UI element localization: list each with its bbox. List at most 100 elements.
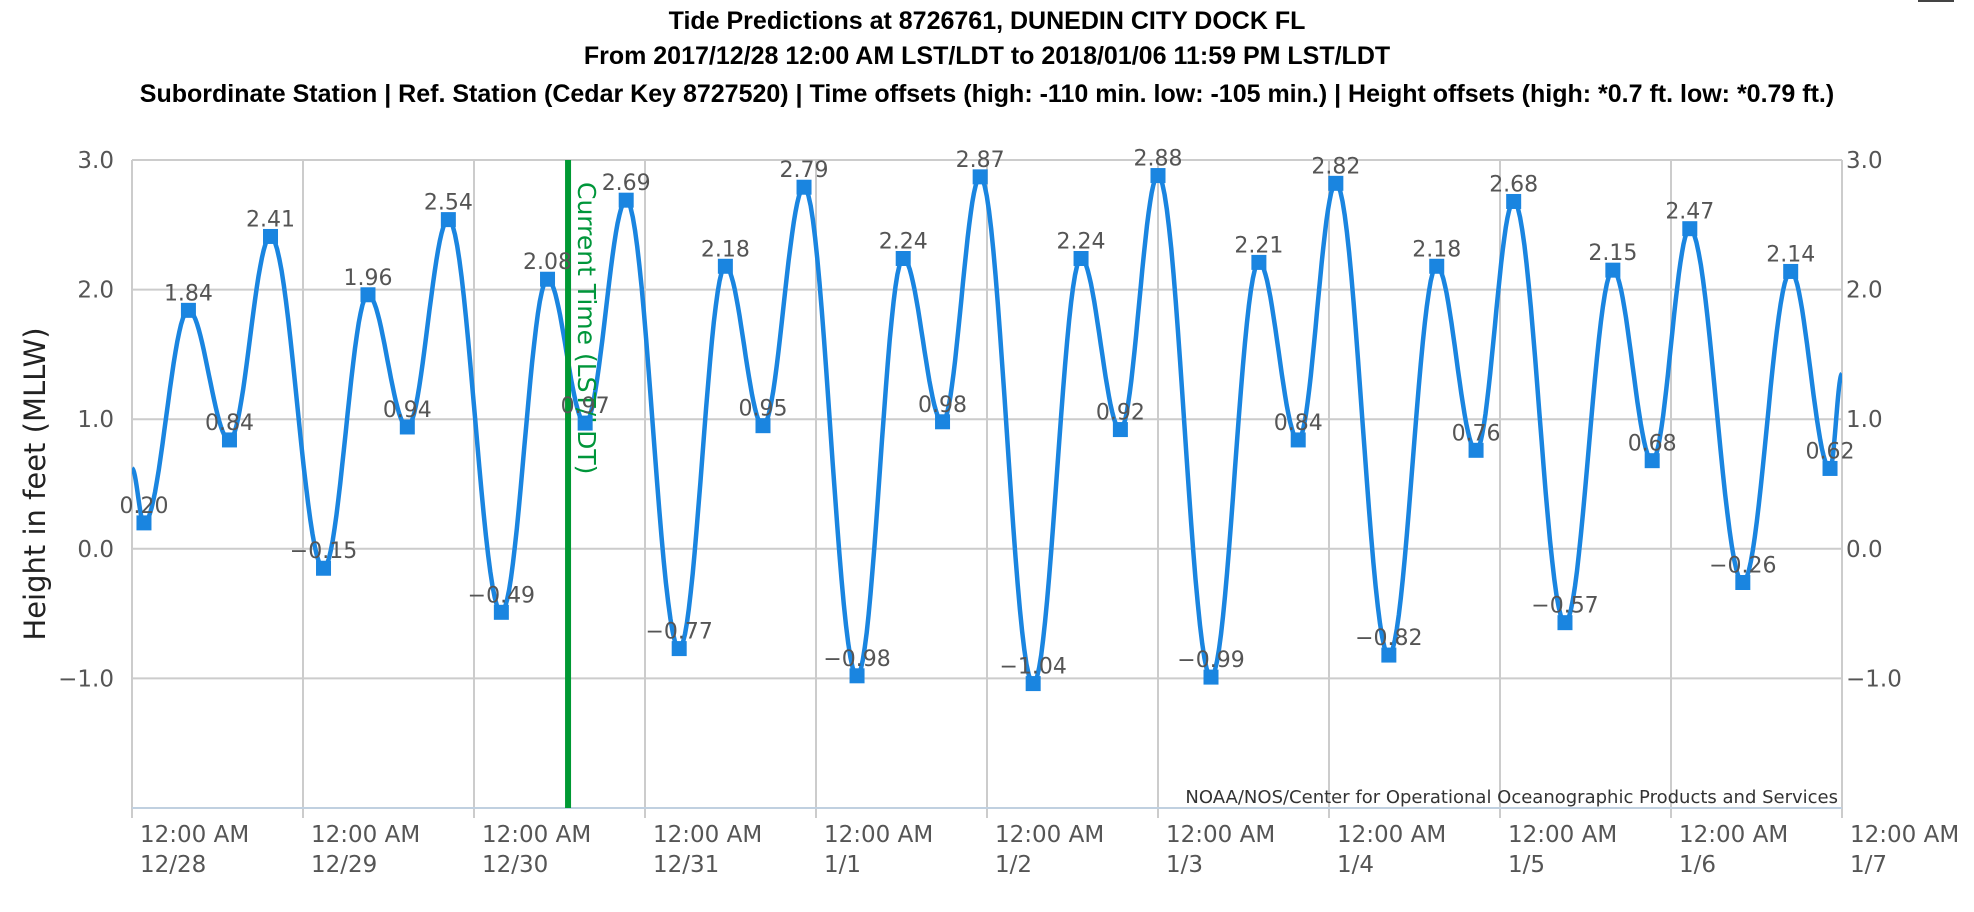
tide-marker[interactable]	[1290, 432, 1306, 448]
tide-value-label: 2.88	[1134, 147, 1183, 172]
tide-marker[interactable]	[360, 287, 376, 303]
tide-markers	[136, 168, 1838, 692]
tide-value-label: 2.68	[1489, 172, 1538, 197]
tide-marker[interactable]	[577, 415, 593, 431]
y-axis-right-ticks: 3.0 2.0 1.0 0.0 −1.0	[1846, 148, 1902, 692]
tide-value-label: −0.26	[1709, 553, 1776, 578]
tide-value-label: 0.68	[1628, 432, 1677, 457]
x-tick-date-label: 1/6	[1679, 852, 1716, 878]
y-axis-label: Height in feet (MLLW)	[18, 327, 52, 640]
tide-value-label: 2.41	[246, 207, 295, 232]
tide-marker[interactable]	[263, 228, 279, 244]
x-tick-time-label: 12:00 AM	[1679, 822, 1788, 848]
tide-value-label: 0.84	[205, 411, 254, 436]
x-tick-time-label: 12:00 AM	[1850, 822, 1959, 848]
y-tick-right-label: 1.0	[1846, 407, 1883, 433]
x-tick-time-label: 12:00 AM	[1166, 822, 1275, 848]
x-tick-time-label: 12:00 AM	[1508, 822, 1617, 848]
tide-value-label: 2.15	[1588, 241, 1637, 266]
data-labels: 0.20 1.84 0.84 2.41 −0.15 1.96 0.94 2.54 −0.49 2.…	[119, 147, 1854, 680]
tide-value-label: 2.87	[956, 148, 1005, 173]
x-tick-date-label: 1/5	[1508, 852, 1545, 878]
tide-marker[interactable]	[1735, 574, 1751, 590]
tide-marker[interactable]	[1506, 193, 1522, 209]
tide-value-label: 0.84	[1274, 411, 1323, 436]
tide-value-label: 2.18	[1412, 237, 1461, 262]
x-tick-date-label: 12/29	[311, 852, 377, 878]
chart-subtitle: From 2017/12/28 12:00 AM LST/LDT to 2018…	[583, 42, 1391, 70]
x-tick-date-label: 12/30	[482, 852, 548, 878]
tide-value-label: 2.14	[1766, 242, 1815, 267]
tide-marker[interactable]	[796, 179, 812, 195]
tide-marker[interactable]	[1025, 676, 1041, 692]
tide-value-label: 0.98	[918, 393, 967, 418]
tide-marker[interactable]	[1605, 262, 1621, 278]
tide-marker[interactable]	[399, 419, 415, 435]
tide-value-label: 2.21	[1234, 233, 1283, 258]
y-axis-left-ticks: 3.0 2.0 1.0 0.0 −1.0	[58, 148, 114, 692]
x-tick-time-label: 12:00 AM	[482, 822, 591, 848]
tide-marker[interactable]	[136, 515, 152, 531]
tide-value-label: 2.08	[523, 250, 572, 275]
tide-value-label: −0.57	[1531, 594, 1598, 619]
chart-title: Tide Predictions at 8726761, DUNEDIN CIT…	[668, 7, 1306, 35]
tide-marker[interactable]	[1328, 175, 1344, 191]
tide-marker[interactable]	[895, 250, 911, 266]
chart-station-info: Subordinate Station | Ref. Station (Ceda…	[139, 80, 1835, 108]
tide-value-label: 2.24	[1057, 229, 1106, 254]
tide-value-label: −0.77	[645, 620, 712, 645]
tide-value-label: 0.62	[1806, 439, 1855, 464]
x-tick-date-label: 1/3	[1166, 852, 1203, 878]
tide-marker[interactable]	[972, 169, 988, 185]
tide-marker[interactable]	[849, 668, 865, 684]
tide-marker[interactable]	[1783, 263, 1799, 279]
tide-marker[interactable]	[671, 641, 687, 657]
tide-marker[interactable]	[180, 302, 196, 318]
tide-value-label: 2.47	[1665, 200, 1714, 225]
tide-marker[interactable]	[618, 192, 634, 208]
tide-marker[interactable]	[1150, 168, 1166, 184]
tide-marker[interactable]	[1557, 615, 1573, 631]
tide-value-label: −0.15	[290, 539, 357, 564]
tide-marker[interactable]	[755, 418, 771, 434]
tide-value-label: −0.49	[468, 583, 535, 608]
tide-value-label: 0.97	[561, 394, 610, 419]
tide-value-label: 2.82	[1311, 154, 1360, 179]
x-tick-date-label: 1/1	[824, 852, 861, 878]
tide-value-label: 2.24	[879, 229, 928, 254]
tide-value-label: 0.94	[383, 398, 432, 423]
tide-marker[interactable]	[1203, 669, 1219, 685]
x-tick-time-label: 12:00 AM	[824, 822, 933, 848]
menu-icon[interactable]	[1918, 0, 1954, 2]
y-tick-right-label: 3.0	[1846, 148, 1883, 174]
tide-marker[interactable]	[1468, 442, 1484, 458]
tide-marker[interactable]	[493, 604, 509, 620]
tide-value-label: 2.18	[701, 237, 750, 262]
y-tick-left-label: 0.0	[77, 537, 114, 563]
tide-marker[interactable]	[221, 432, 237, 448]
tide-marker[interactable]	[1251, 254, 1267, 270]
y-tick-left-label: 2.0	[77, 278, 114, 304]
current-time-marker: Current Time (LST/LDT)	[565, 160, 601, 808]
y-tick-right-label: 0.0	[1846, 537, 1883, 563]
tide-marker[interactable]	[440, 212, 456, 228]
tide-marker[interactable]	[316, 560, 332, 576]
x-tick-date-label: 12/31	[653, 852, 719, 878]
tide-marker[interactable]	[1644, 453, 1660, 469]
tide-marker[interactable]	[1381, 647, 1397, 663]
tide-marker[interactable]	[717, 258, 733, 274]
tide-marker[interactable]	[1822, 460, 1838, 476]
tide-marker[interactable]	[540, 271, 556, 287]
tide-value-label: −0.82	[1355, 626, 1422, 651]
tide-value-label: 0.95	[738, 397, 787, 422]
tide-marker[interactable]	[935, 414, 951, 430]
tide-marker[interactable]	[1073, 250, 1089, 266]
tide-value-label: 2.79	[780, 158, 829, 183]
tide-value-label: 2.54	[424, 191, 473, 216]
tide-marker[interactable]	[1429, 258, 1445, 274]
tide-marker[interactable]	[1682, 221, 1698, 237]
tide-marker[interactable]	[1112, 422, 1128, 438]
x-tick-time-label: 12:00 AM	[311, 822, 420, 848]
y-tick-right-label: 2.0	[1846, 278, 1883, 304]
